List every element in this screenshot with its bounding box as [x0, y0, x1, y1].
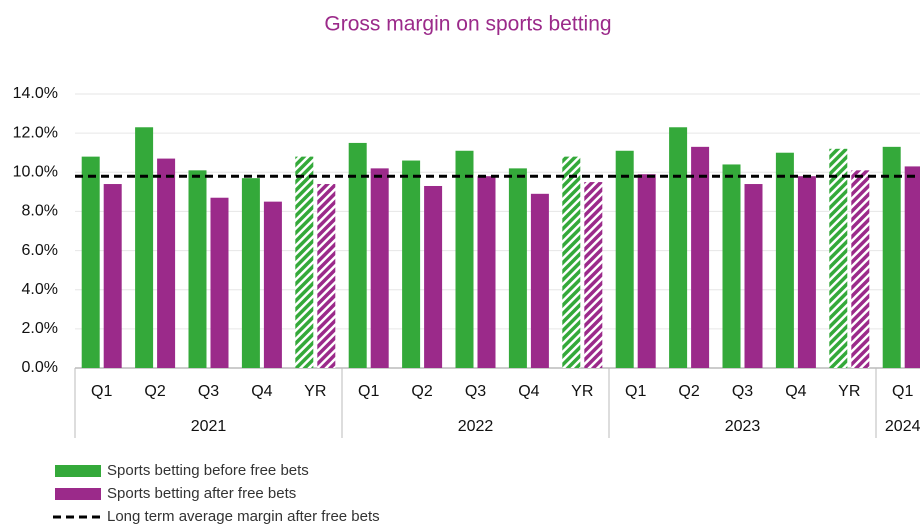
x-tick-label: Q1 — [625, 383, 646, 400]
bar — [263, 201, 282, 368]
bar — [637, 174, 656, 368]
y-tick-label: 10.0% — [13, 164, 58, 181]
x-tick-label: Q2 — [411, 383, 432, 400]
bar — [691, 146, 710, 368]
bar — [508, 168, 527, 368]
bar — [882, 146, 901, 368]
bar — [615, 150, 634, 368]
y-tick-label: 2.0% — [22, 320, 58, 337]
group-label: 2021 — [191, 418, 227, 435]
x-tick-label: YR — [838, 383, 860, 400]
bar — [295, 156, 314, 368]
x-tick-label: Q2 — [144, 383, 165, 400]
group-label: 2024 — [885, 418, 920, 435]
legend-label: Long term average margin after free bets — [107, 508, 380, 524]
bar — [317, 184, 336, 368]
bar — [829, 148, 848, 368]
legend-label: Sports betting before free bets — [107, 462, 309, 479]
x-tick-label: Q2 — [678, 383, 699, 400]
bar — [424, 185, 443, 368]
bar — [530, 193, 549, 368]
bar — [851, 170, 870, 368]
bar — [584, 182, 603, 368]
x-tick-label: Q4 — [785, 383, 806, 400]
bar — [775, 152, 794, 368]
x-tick-label: Q3 — [465, 383, 486, 400]
group-label: 2022 — [458, 418, 494, 435]
y-tick-label: 6.0% — [22, 242, 58, 259]
bar — [103, 184, 122, 368]
bar — [348, 142, 367, 368]
x-tick-label: Q4 — [251, 383, 272, 400]
x-tick-label: Q1 — [91, 383, 112, 400]
bar — [562, 156, 581, 368]
bar — [188, 170, 207, 368]
x-tick-label: Q1 — [892, 383, 913, 400]
y-tick-label: 14.0% — [13, 85, 58, 102]
x-tick-label: Q3 — [198, 383, 219, 400]
x-tick-label: Q4 — [518, 383, 539, 400]
bar — [669, 127, 688, 369]
y-tick-label: 0.0% — [22, 359, 58, 376]
bar — [402, 160, 421, 368]
bar — [744, 184, 763, 368]
legend-swatch — [55, 465, 101, 477]
x-tick-label: YR — [571, 383, 593, 400]
x-tick-label: YR — [304, 383, 326, 400]
bar — [135, 127, 154, 369]
bar — [722, 164, 741, 368]
bar — [477, 176, 496, 368]
y-tick-label: 4.0% — [22, 281, 58, 298]
y-tick-label: 8.0% — [22, 203, 58, 220]
bar — [797, 176, 816, 368]
x-tick-label: Q3 — [732, 383, 753, 400]
bar — [370, 168, 389, 368]
x-tick-label: Q1 — [358, 383, 379, 400]
bar — [157, 158, 176, 368]
bar — [210, 197, 229, 368]
bar — [455, 150, 474, 368]
group-label: 2023 — [725, 418, 761, 435]
bar — [241, 178, 260, 368]
chart-title: Gross margin on sports betting — [324, 13, 611, 36]
bar — [81, 156, 100, 368]
legend-label: Sports betting after free bets — [107, 485, 296, 502]
y-tick-label: 12.0% — [13, 124, 58, 141]
legend-swatch — [55, 488, 101, 500]
bar — [904, 166, 920, 368]
